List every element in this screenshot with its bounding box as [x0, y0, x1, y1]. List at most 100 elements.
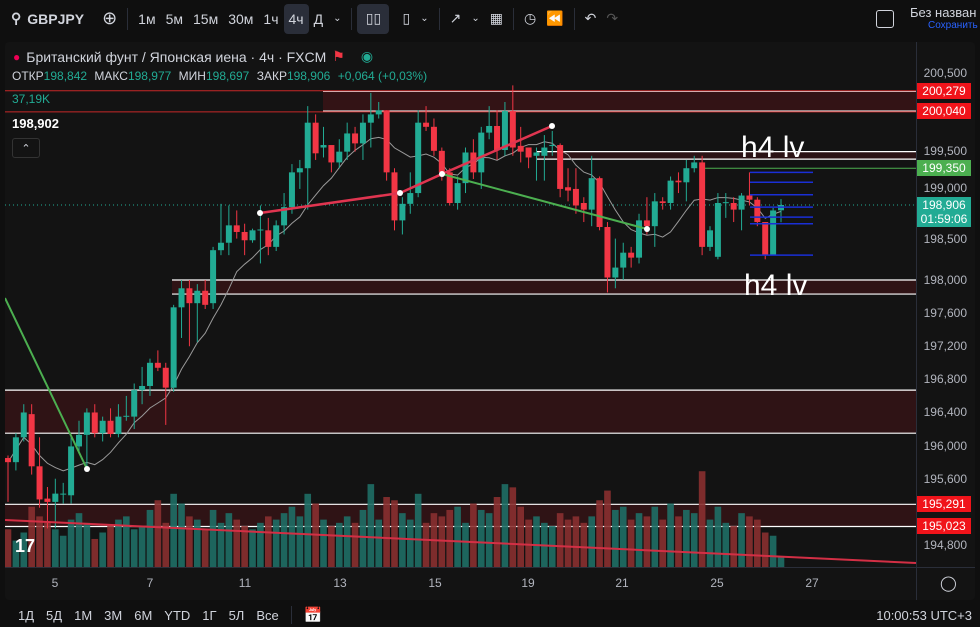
- volume-bar: [769, 535, 777, 568]
- price-tick: 198,000: [923, 273, 967, 287]
- chevron-down-icon[interactable]: ⌄: [420, 13, 429, 24]
- anchor-point: [397, 190, 403, 196]
- volume-bar: [454, 506, 461, 568]
- alert-icon[interactable]: ◷: [523, 10, 537, 26]
- candle-body: [52, 493, 59, 502]
- price-tick: 198,500: [923, 231, 967, 246]
- time-tick: 21: [615, 576, 629, 590]
- range-5d[interactable]: 5Д: [46, 607, 63, 623]
- bookmark-icon[interactable]: ⚑: [332, 48, 345, 64]
- price-tick: 196,000: [923, 438, 967, 453]
- candle-body: [375, 110, 382, 115]
- save-link[interactable]: Сохранить: [928, 19, 978, 31]
- time-axis-border: [5, 567, 975, 568]
- trend-line: [441, 173, 648, 230]
- volume-bar: [446, 509, 454, 568]
- range-5y[interactable]: 5Л: [228, 607, 245, 623]
- candle-body: [746, 195, 753, 200]
- interval-4h[interactable]: 4ч: [283, 3, 309, 34]
- undo-icon[interactable]: ↶: [584, 10, 597, 26]
- chevron-down-icon[interactable]: ⌄: [471, 13, 480, 24]
- candle-body: [754, 199, 761, 223]
- candle-body: [194, 290, 201, 304]
- clock[interactable]: 10:00:53 UTC+3: [876, 607, 972, 623]
- candle-body: [470, 152, 477, 173]
- volume-bar: [272, 519, 280, 568]
- collapse-legend-button[interactable]: ⌃: [12, 138, 40, 158]
- range-ytd[interactable]: YTD: [164, 607, 191, 623]
- volume-bar: [375, 519, 383, 568]
- price-tick: 199,000: [923, 180, 967, 195]
- candle-body: [383, 110, 390, 173]
- chart-canvas[interactable]: [5, 42, 916, 600]
- redo-icon[interactable]: ↷: [606, 10, 619, 26]
- symbol-search[interactable]: ⚲ GBPJPY: [6, 4, 89, 34]
- annotation-text[interactable]: h4 lv: [744, 269, 808, 302]
- candle-body: [667, 180, 674, 203]
- volume-bar: [5, 529, 12, 568]
- candle-body: [281, 207, 288, 226]
- candle-body: [438, 150, 445, 173]
- volume-bar: [556, 513, 564, 568]
- anchor-point: [644, 226, 650, 232]
- tradingview-logo: 17: [15, 536, 36, 556]
- volume-bar: [588, 516, 595, 568]
- candle-body: [162, 367, 169, 388]
- interval-15m[interactable]: 15м: [193, 10, 219, 27]
- candle-body: [533, 152, 540, 156]
- candle-body: [178, 288, 185, 308]
- ohlc-values: ОТКР198,842 МАКС198,977 МИН198,697 ЗАКР1…: [12, 69, 431, 83]
- layouts-icon[interactable]: ▦: [489, 10, 503, 26]
- volume-bar: [241, 526, 248, 568]
- candle-body: [359, 122, 366, 144]
- goto-date-icon[interactable]: 📅: [303, 607, 323, 624]
- interval-1h[interactable]: 1ч: [263, 10, 279, 27]
- interval-1d[interactable]: Д: [313, 10, 324, 27]
- candle-body: [328, 145, 335, 163]
- volume-bar: [548, 526, 556, 568]
- candle-body: [44, 498, 51, 502]
- chevron-down-icon[interactable]: ⌄: [333, 13, 342, 24]
- open-label: ОТКР: [12, 69, 44, 83]
- layout-name[interactable]: Без назван Сохранить: [910, 6, 980, 32]
- candle-body: [643, 220, 650, 227]
- anchor-point: [439, 171, 445, 177]
- candles-icon[interactable]: ▯▯: [357, 3, 390, 34]
- volume-bar: [288, 506, 296, 568]
- candle-body: [91, 412, 98, 434]
- price-tick: 200,500: [923, 66, 967, 80]
- interval-1m[interactable]: 1м: [138, 10, 156, 27]
- range-1y[interactable]: 1Г: [202, 607, 217, 623]
- range-6m[interactable]: 6М: [134, 607, 153, 623]
- candle-body: [68, 446, 75, 496]
- interval-30m[interactable]: 30м: [228, 10, 254, 27]
- volume-bar: [194, 519, 201, 568]
- range-all[interactable]: Все: [256, 607, 279, 623]
- current-price-label: 198,906 01:59:06: [917, 196, 971, 227]
- interval-5m[interactable]: 5м: [165, 10, 184, 27]
- layout-checkbox[interactable]: [876, 9, 894, 28]
- compare-add-button[interactable]: ⊕: [102, 8, 118, 28]
- indicators-icon[interactable]: ↗: [449, 10, 462, 26]
- bar-style-icon[interactable]: ▯: [402, 10, 411, 26]
- range-1d[interactable]: 1Д: [18, 607, 35, 623]
- low-label: МИН: [178, 69, 206, 83]
- volume-bar: [138, 526, 146, 568]
- candle-body: [312, 122, 319, 154]
- volume-bar: [28, 506, 35, 568]
- annotation-text[interactable]: h4 lv: [741, 131, 805, 164]
- range-1m[interactable]: 1М: [74, 607, 93, 623]
- price-axis[interactable]: 200,279 200,040 199,350 195,291 195,023 198,9…: [916, 42, 975, 600]
- price-label: 200,279: [917, 83, 971, 100]
- volume-bar: [714, 506, 722, 568]
- volume-bar: [493, 497, 501, 568]
- time-tick: 11: [238, 576, 252, 590]
- range-3m[interactable]: 3М: [104, 607, 123, 623]
- chart-panel[interactable]: ● Британский фунт / Японская иена · 4ч ·…: [5, 42, 975, 600]
- replay-icon[interactable]: ⏪: [546, 10, 564, 26]
- candle-body: [572, 188, 579, 206]
- settings-icon[interactable]: ◯: [940, 575, 957, 592]
- volume-bar: [698, 471, 706, 568]
- price-tick: 194,800: [923, 537, 967, 552]
- candle-body: [675, 180, 682, 183]
